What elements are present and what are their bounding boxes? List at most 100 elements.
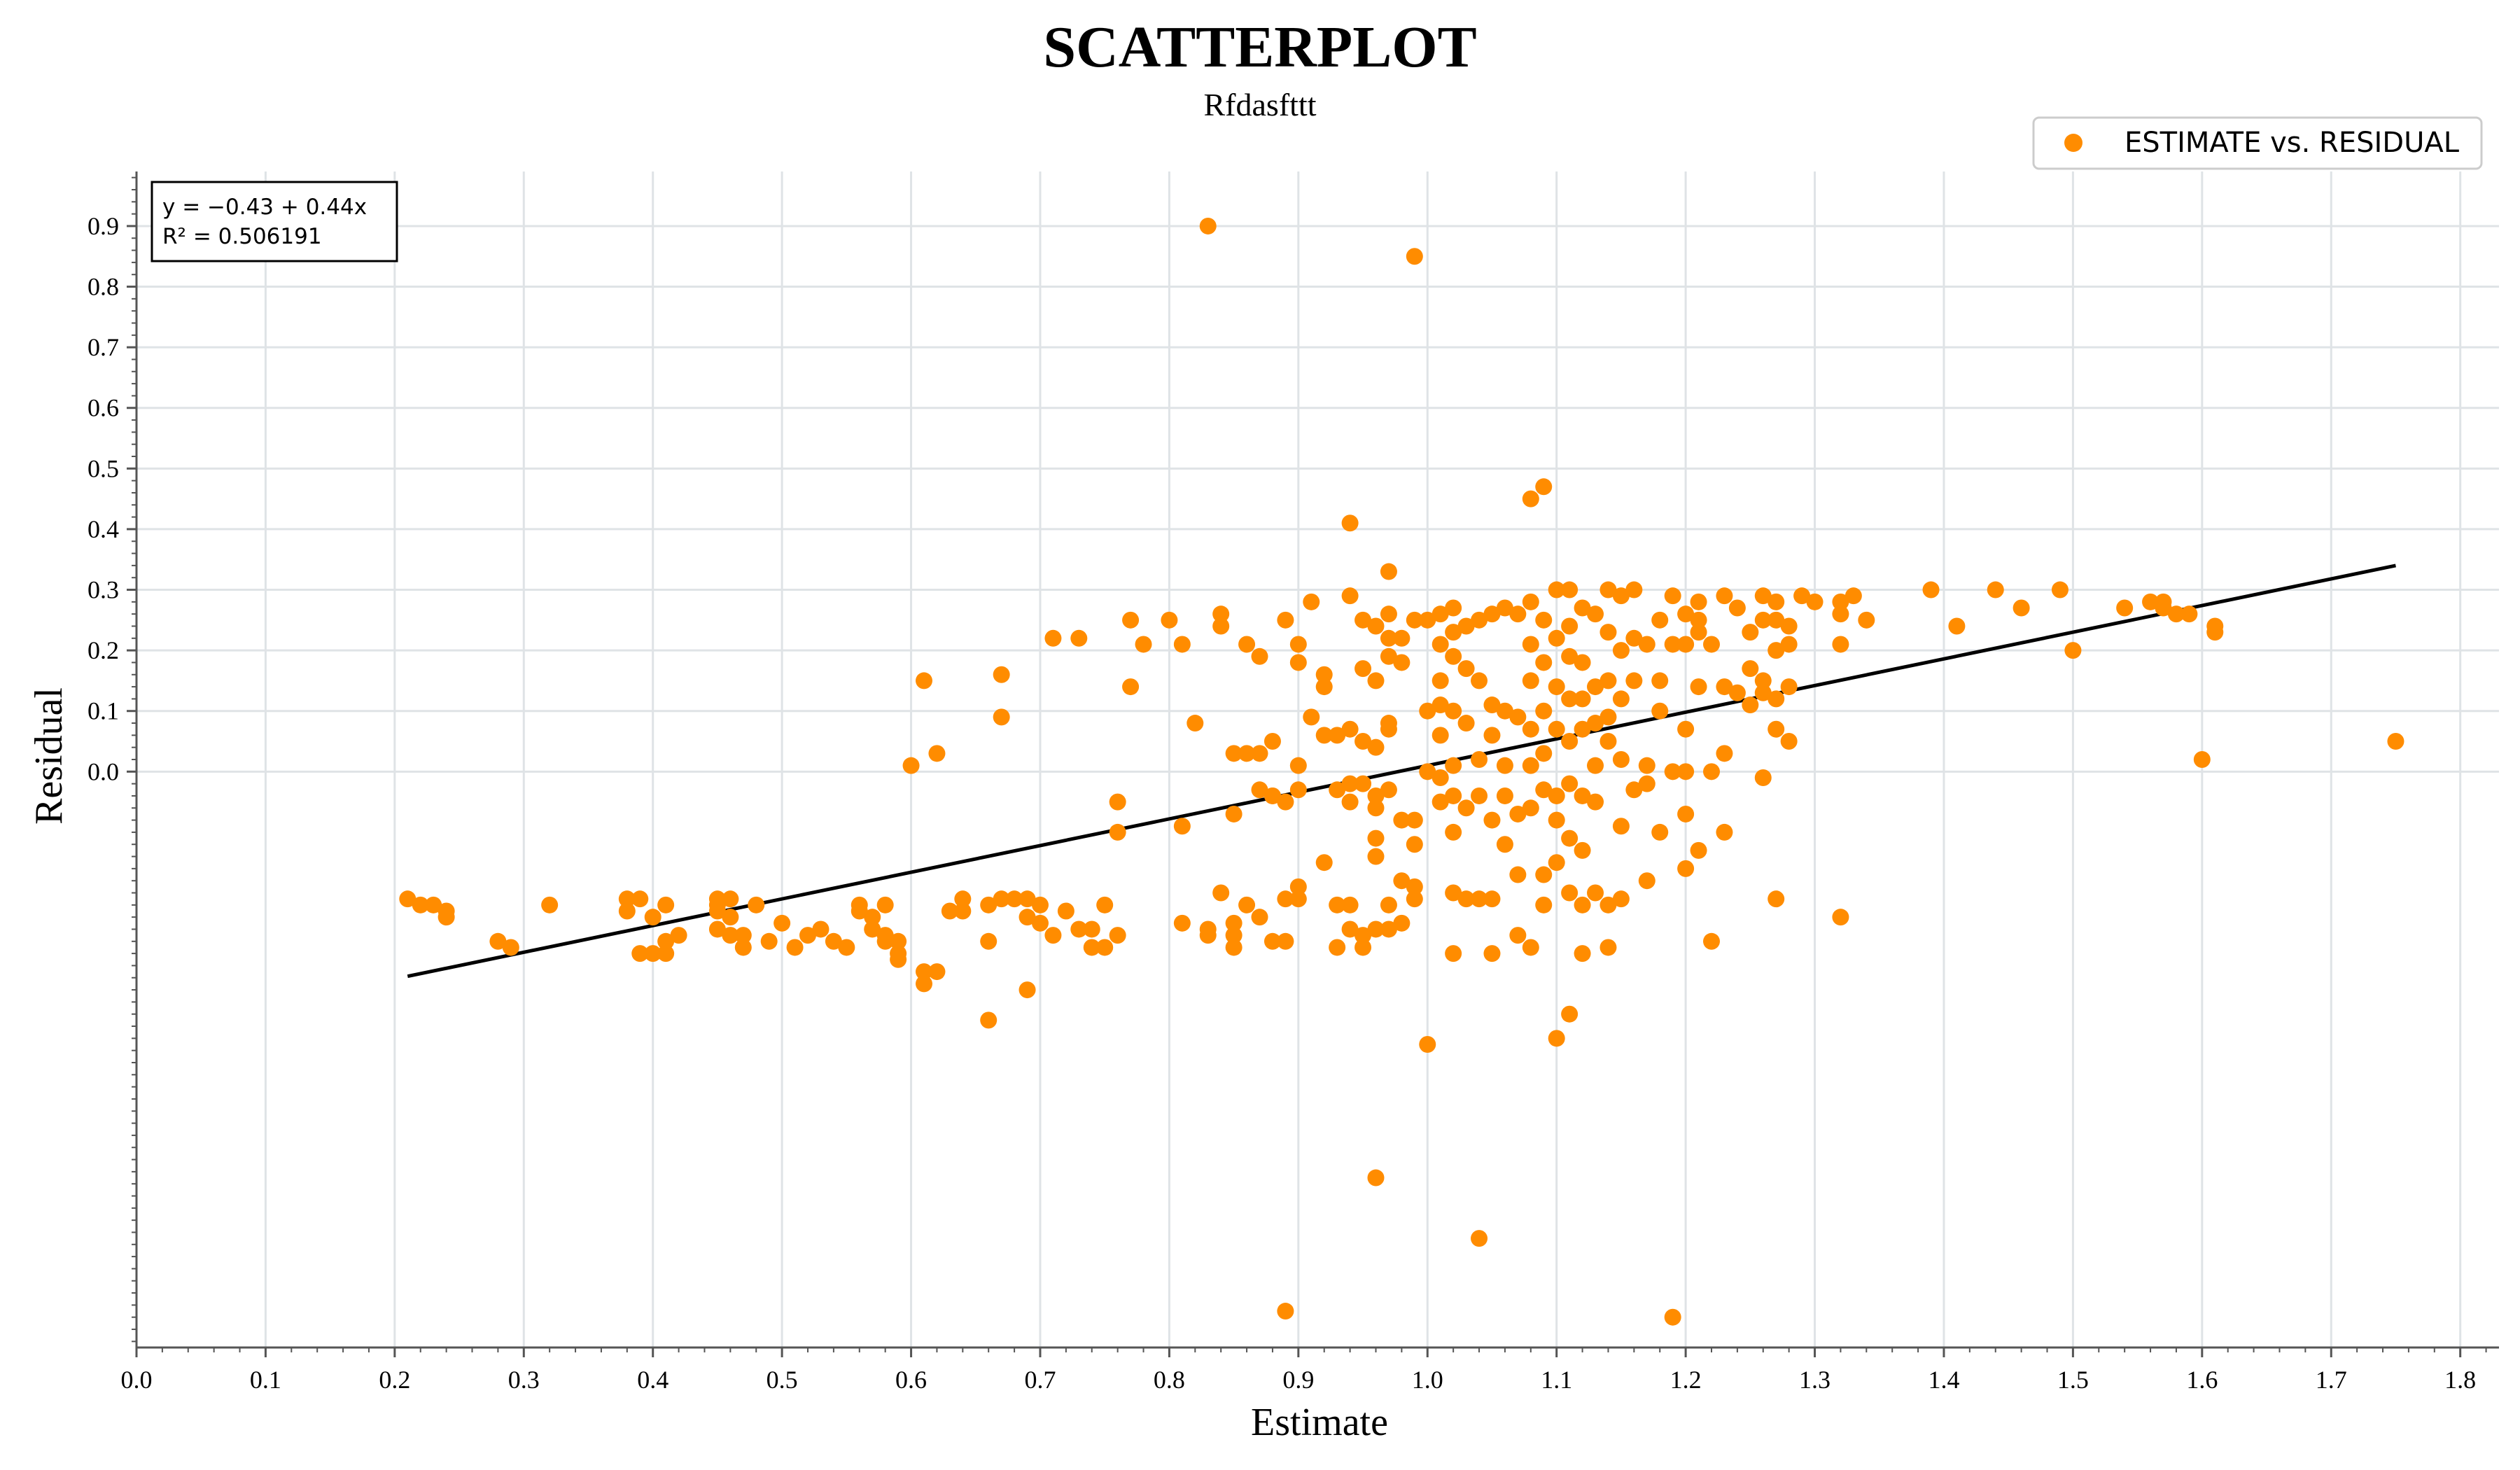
data-point	[1083, 939, 1100, 956]
data-point	[1367, 738, 1385, 756]
data-point	[1380, 648, 1397, 665]
y-tick-label: 0.7	[88, 333, 119, 361]
data-point	[1380, 920, 1397, 938]
x-tick-label: 0.6	[895, 1366, 927, 1394]
data-point	[1664, 636, 1681, 653]
data-point	[954, 902, 972, 920]
y-tick-label: 0.4	[88, 515, 119, 543]
data-point	[1122, 678, 1140, 696]
data-point	[1341, 896, 1359, 913]
data-point	[1612, 818, 1630, 835]
data-point	[489, 932, 507, 950]
data-point	[1329, 939, 1346, 956]
y-tick-label: 0.1	[88, 697, 119, 725]
data-point	[1354, 733, 1372, 750]
data-points	[399, 217, 2404, 1326]
data-point	[1509, 805, 1527, 822]
data-point	[1509, 606, 1527, 623]
data-point	[1018, 909, 1036, 926]
data-point	[425, 896, 442, 913]
data-point	[980, 932, 997, 950]
x-tick-label: 1.5	[2057, 1366, 2089, 1394]
legend: ESTIMATE vs. RESIDUAL	[2032, 116, 2483, 170]
data-point	[1367, 1169, 1385, 1186]
data-point	[438, 909, 455, 926]
x-tick-label: 1.7	[2316, 1366, 2347, 1394]
data-point	[1561, 690, 1578, 708]
data-point	[1535, 702, 1553, 720]
data-point	[1315, 666, 1333, 683]
data-point	[1341, 720, 1359, 738]
data-point	[1419, 1036, 1436, 1054]
data-point	[1212, 606, 1230, 623]
data-point	[618, 890, 636, 908]
data-point	[1341, 775, 1359, 792]
data-point	[1122, 611, 1140, 629]
data-point	[1496, 599, 1513, 617]
data-point	[631, 890, 649, 908]
data-point	[1509, 708, 1527, 726]
y-axis-label: Residual	[27, 687, 71, 825]
data-point	[1780, 733, 1798, 750]
data-point	[1445, 757, 1462, 774]
data-point	[1522, 636, 1539, 653]
data-point	[1587, 678, 1604, 696]
data-point	[1625, 781, 1643, 799]
data-point	[890, 951, 907, 968]
data-point	[1225, 745, 1242, 762]
data-point	[1406, 248, 1423, 265]
data-point	[1135, 636, 1152, 653]
data-point	[1393, 654, 1410, 671]
data-point	[1057, 902, 1074, 920]
data-point	[1238, 745, 1256, 762]
data-point	[760, 932, 778, 950]
data-point	[1509, 927, 1527, 944]
data-point	[1445, 884, 1462, 902]
data-point	[1173, 818, 1191, 835]
x-tick-label: 0.9	[1282, 1366, 1314, 1394]
data-point	[1289, 781, 1307, 799]
data-point	[1432, 672, 1449, 690]
data-point	[1716, 745, 1733, 762]
data-point	[1238, 636, 1256, 653]
regression-line-group	[407, 564, 2396, 979]
data-point	[1251, 648, 1268, 665]
data-point	[1329, 727, 1346, 744]
data-point	[722, 927, 739, 944]
data-point	[1251, 745, 1268, 762]
data-point	[1329, 896, 1346, 913]
data-point	[1483, 606, 1501, 623]
data-point	[1225, 805, 1242, 822]
data-point	[1690, 841, 1707, 859]
regression-line	[407, 564, 2396, 979]
data-point	[1341, 920, 1359, 938]
data-point	[916, 963, 932, 981]
data-point	[1406, 811, 1423, 829]
data-point	[1070, 629, 1088, 647]
data-point	[1677, 606, 1695, 623]
data-point	[1367, 848, 1385, 865]
data-point	[1574, 720, 1591, 738]
data-point	[928, 963, 946, 981]
data-point	[1289, 878, 1307, 895]
data-point	[1832, 636, 1849, 653]
data-point	[1574, 896, 1591, 913]
data-point	[1289, 636, 1307, 653]
y-tick-label: 0.5	[88, 454, 119, 482]
x-tick-label: 0.8	[1154, 1366, 1185, 1394]
data-point	[1173, 636, 1191, 653]
data-point	[1393, 914, 1410, 932]
data-point	[1587, 606, 1604, 623]
data-point	[1264, 787, 1281, 804]
data-point	[1768, 642, 1785, 659]
data-point	[850, 902, 868, 920]
data-point	[1780, 617, 1798, 635]
data-point	[1212, 617, 1230, 635]
data-point	[980, 1011, 997, 1029]
data-point	[864, 909, 881, 926]
data-point	[1457, 890, 1475, 908]
data-point	[1471, 751, 1488, 768]
data-point	[980, 896, 997, 913]
data-point	[1161, 611, 1178, 629]
data-point	[1703, 932, 1720, 950]
